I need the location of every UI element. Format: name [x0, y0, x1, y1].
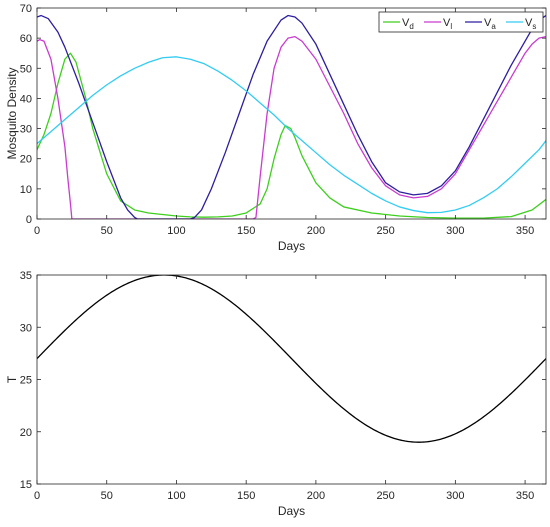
x-tick-label: 100 — [167, 490, 185, 502]
y-tick-label: 40 — [20, 93, 32, 105]
temperature-x-ticks: 0 50 100 150 200 250 300 350 — [34, 275, 534, 502]
y-tick-label: 70 — [20, 3, 32, 15]
y-tick-label: 20 — [20, 154, 32, 166]
x-tick-label: 350 — [516, 225, 534, 237]
y-tick-label: 30 — [20, 322, 32, 334]
legend-box — [378, 11, 544, 33]
temperature-series-lines — [37, 275, 546, 443]
x-tick-label: 250 — [376, 225, 394, 237]
legend-label: Va — [484, 17, 496, 31]
series-line-temperature — [37, 275, 546, 443]
x-tick-label: 200 — [307, 225, 325, 237]
series-line-v-a — [37, 14, 546, 219]
series-line-v-s — [37, 56, 546, 214]
density-y-axis-label: Mosquito Density — [5, 67, 19, 159]
x-tick-label: 300 — [446, 490, 464, 502]
temperature-panel: 0 50 100 150 200 250 300 350 15 20 25 30 35 Days T — [5, 270, 547, 518]
x-tick-label: 300 — [446, 225, 464, 237]
x-tick-label: 150 — [237, 490, 255, 502]
density-legend: Vd Vl Va Vs — [378, 11, 544, 33]
y-tick-label: 30 — [20, 124, 32, 136]
temperature-y-axis-label: T — [5, 375, 19, 383]
y-tick-label: 20 — [20, 427, 32, 439]
density-panel: 0 50 100 150 200 250 300 350 0 10 20 30 40 50 60 70 Da… — [5, 3, 547, 253]
legend-label: Vd — [402, 17, 414, 31]
density-x-ticks: 0 50 100 150 200 250 300 350 — [34, 8, 534, 237]
y-tick-label: 25 — [20, 375, 32, 387]
x-tick-label: 350 — [516, 490, 534, 502]
y-tick-label: 10 — [20, 184, 32, 196]
density-y-ticks: 0 10 20 30 40 50 60 70 — [20, 3, 546, 226]
x-tick-label: 100 — [167, 225, 185, 237]
x-tick-label: 0 — [34, 225, 40, 237]
x-tick-label: 50 — [101, 490, 113, 502]
density-axes-box — [36, 7, 547, 220]
temperature-y-ticks: 15 20 25 30 35 — [20, 270, 546, 491]
series-line-v-d — [37, 52, 546, 219]
x-tick-label: 150 — [237, 225, 255, 237]
density-x-axis-label: Days — [278, 239, 305, 253]
x-tick-label: 200 — [307, 490, 325, 502]
temperature-x-axis-label: Days — [278, 504, 305, 518]
x-tick-label: 50 — [101, 225, 113, 237]
x-tick-label: 250 — [376, 490, 394, 502]
legend-label: Vs — [525, 17, 536, 31]
y-tick-label: 35 — [20, 270, 32, 282]
y-tick-label: 15 — [20, 479, 32, 491]
x-tick-label: 0 — [34, 490, 40, 502]
y-tick-label: 60 — [20, 33, 32, 45]
y-tick-label: 0 — [26, 214, 32, 226]
density-series-lines — [37, 14, 546, 219]
y-tick-label: 50 — [20, 63, 32, 75]
legend-label: Vl — [443, 17, 452, 31]
series-line-v-l — [37, 35, 546, 219]
